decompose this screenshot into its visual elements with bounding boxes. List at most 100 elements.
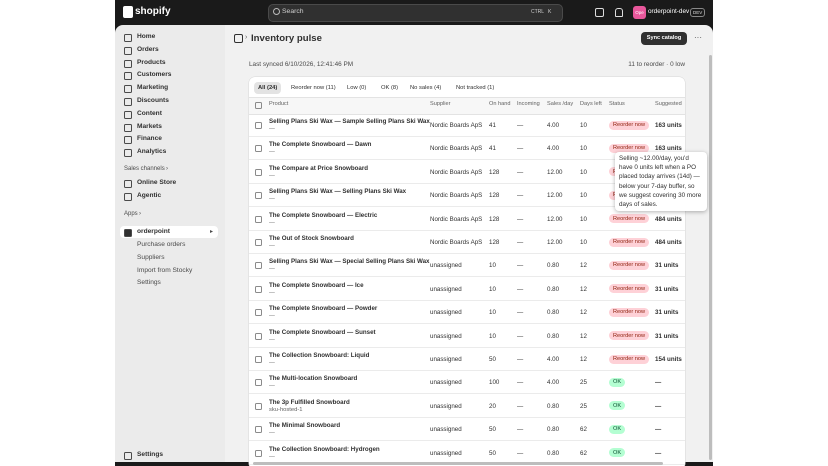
nav-item[interactable]: Discounts [137, 97, 169, 104]
cell-supplier: unassigned [430, 332, 462, 340]
checkbox[interactable] [255, 356, 262, 363]
product-name[interactable]: Selling Plans Ski Wax — Sample Selling P… [269, 118, 430, 125]
selected-app-bg [120, 226, 218, 238]
tab[interactable]: OK (8) [381, 85, 399, 91]
search-box[interactable] [268, 4, 563, 22]
status-badge: Reorder now [609, 331, 650, 341]
nav-item[interactable]: Home [137, 33, 156, 40]
checkbox[interactable] [255, 309, 262, 317]
product-name[interactable]: The Collection Snowboard: Liquid [269, 352, 370, 359]
cell-days-left: 10 [580, 239, 587, 246]
checkbox[interactable] [255, 102, 262, 109]
nav-item[interactable]: Orders [137, 45, 159, 53]
product-name[interactable]: Selling Plans Ski Wax — Selling Plans Sk… [269, 188, 407, 196]
store-icon[interactable] [595, 8, 604, 17]
status-badge: Reorder now [609, 260, 650, 270]
nav-item[interactable]: Finance [137, 135, 162, 143]
tab[interactable]: No sales (4) [410, 85, 442, 91]
nav-item[interactable]: Settings [137, 451, 164, 458]
product-sku: — [269, 453, 275, 460]
product-name[interactable]: The Minimal Snowboard [269, 422, 341, 430]
nav-item[interactable]: Markets [137, 122, 162, 130]
nav-item[interactable]: Analytics [137, 148, 167, 156]
cell-on-hand: 41 [489, 145, 496, 153]
cell-days-left: 25 [580, 402, 587, 410]
row-divider [249, 299, 685, 301]
checkbox[interactable] [255, 332, 262, 340]
cell-sales-day: 0.80 [547, 402, 560, 410]
cell-days-left: 12 [580, 332, 587, 340]
row-divider [249, 206, 685, 207]
cell-days-left: 12 [580, 309, 587, 317]
checkbox[interactable] [255, 168, 262, 176]
app-icon [234, 34, 243, 43]
product-name[interactable]: The Complete Snowboard — Powder [269, 305, 378, 313]
checkbox[interactable] [255, 192, 262, 200]
shopify-logo[interactable] [123, 6, 133, 18]
cell-on-hand: 100 [489, 379, 500, 387]
product-name[interactable]: The Multi-location Snowboard [269, 375, 358, 383]
cell-incoming: — [517, 309, 524, 317]
checkbox[interactable] [255, 262, 262, 270]
column-header: Incoming [517, 101, 540, 107]
cell-on-hand: 10 [489, 262, 496, 270]
cell-sales-day: 4.00 [547, 122, 560, 129]
product-name[interactable]: The Complete Snowboard — Electric [269, 211, 378, 219]
checkbox[interactable] [255, 215, 262, 223]
product-name[interactable]: The Compare at Price Snowboard [269, 164, 369, 172]
nav-item[interactable]: Online Store [137, 179, 177, 186]
nav-item[interactable]: Customers [137, 71, 172, 79]
product-name[interactable]: The 3p Fulfilled Snowboard [269, 398, 350, 406]
status-badge: Reorder now [609, 284, 650, 294]
nav-item[interactable]: Content [137, 109, 162, 117]
tab[interactable]: All (24) [254, 82, 282, 94]
product-name[interactable]: Selling Plans Ski Wax — Special Selling … [269, 258, 430, 266]
more-menu[interactable]: ··· [694, 33, 702, 42]
cell-sales-day: 0.80 [547, 262, 560, 270]
vertical-scrollbar[interactable] [709, 55, 712, 460]
sync-button[interactable]: Sync catalog [641, 32, 687, 45]
section-label[interactable]: Sales channels [124, 166, 165, 172]
row-divider [249, 159, 685, 160]
suggested: 163 units [655, 145, 682, 153]
product-name[interactable]: The Complete Snowboard — Sunset [269, 328, 376, 336]
nav-item[interactable]: Marketing [137, 84, 169, 92]
sub-nav-item[interactable]: Purchase orders [137, 241, 186, 248]
brand[interactable]: shopify [135, 6, 171, 17]
notifications-icon[interactable] [615, 8, 623, 17]
nav-item[interactable]: Agentic [137, 192, 162, 199]
checkbox[interactable] [255, 426, 262, 434]
checkbox[interactable] [255, 449, 262, 457]
sub-nav-item[interactable]: Suppliers [137, 253, 165, 261]
cell-sales-day: 4.00 [547, 356, 560, 363]
checkbox[interactable] [255, 285, 262, 293]
product-name[interactable]: The Out of Stock Snowboard [269, 235, 354, 242]
sub-nav-item[interactable]: Settings [137, 279, 161, 287]
horizontal-scrollbar[interactable] [253, 462, 663, 465]
search-icon [273, 8, 280, 15]
tab[interactable]: Reorder now (11) [291, 85, 336, 91]
checkbox[interactable] [255, 379, 262, 387]
cell-days-left: 10 [580, 215, 587, 223]
nav-item[interactable]: orderpoint [137, 228, 170, 235]
sub-nav-item[interactable]: Import from Stocky [137, 266, 193, 274]
avatar[interactable]: Ope [633, 6, 646, 19]
cell-supplier: Nordic Boards ApS [430, 215, 483, 223]
store-name[interactable]: orderpoint-dev [648, 8, 690, 15]
nav-item[interactable]: Products [137, 58, 166, 66]
tab[interactable]: Low (0) [347, 85, 367, 91]
checkbox[interactable] [255, 402, 262, 410]
cell-days-left: 12 [580, 262, 587, 270]
tab[interactable]: Not tracked (1) [456, 85, 495, 91]
product-name[interactable]: The Collection Snowboard: Hydrogen [269, 445, 380, 453]
checkbox[interactable] [255, 122, 262, 129]
product-name[interactable]: The Complete Snowboard — Dawn [269, 141, 372, 149]
cell-days-left: 10 [580, 168, 587, 176]
cell-supplier: unassigned [430, 426, 462, 434]
product-name[interactable]: The Complete Snowboard — Ice [269, 281, 364, 289]
checkbox[interactable] [255, 239, 262, 246]
product-sku: — [269, 219, 275, 226]
dev-badge: DEV [690, 8, 706, 17]
section-label[interactable]: Apps [124, 211, 138, 217]
checkbox[interactable] [255, 145, 262, 153]
